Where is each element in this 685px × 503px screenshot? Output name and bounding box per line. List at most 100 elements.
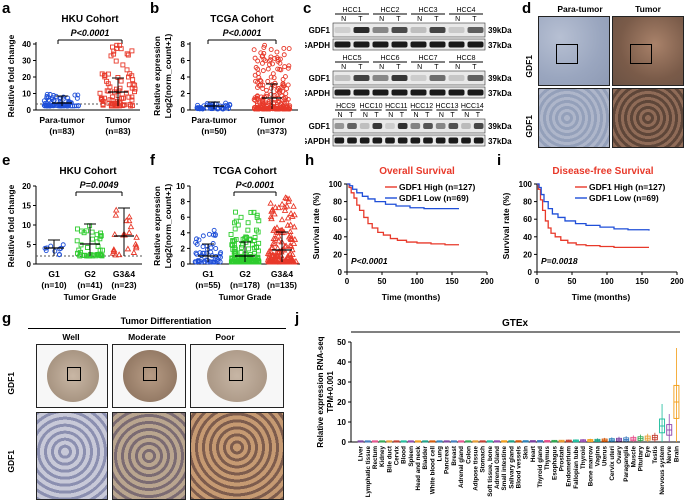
panel-j-gtex-boxplot: GTEx Relative expression RNA-seq TPM+0.0…	[316, 318, 680, 497]
data-point	[232, 245, 238, 251]
gtex-box	[529, 440, 536, 443]
data-point	[288, 235, 296, 242]
ihc-paratumor-high	[538, 88, 610, 148]
data-point	[233, 259, 239, 265]
data-point	[255, 248, 261, 254]
data-point	[287, 210, 295, 216]
panel-g-col-moderate: Moderate	[128, 332, 166, 342]
panel-a-scatter: HKU Cohort P<0.0001 0 10 20 30 40 Relative f…	[6, 14, 140, 136]
panel-letter-d: d	[522, 0, 532, 17]
panel-g-ihc: Tumor Differentiation Well Moderate Poor…	[0, 312, 295, 503]
panel-h-legend-high: GDF1 High (n=127)	[399, 182, 475, 192]
survival-ytick: 80	[333, 198, 342, 207]
panel-d-row1-label: GDF1	[524, 55, 534, 78]
blot-n-label: N	[379, 64, 384, 71]
panel-b-ytick: 0	[181, 106, 186, 115]
blot-t-label: T	[434, 16, 439, 23]
zoom-box-tumor	[630, 44, 652, 64]
data-point	[251, 47, 257, 53]
blot-t-label: T	[425, 112, 430, 119]
data-point	[285, 96, 291, 102]
gtex-tissue-label: Kidney	[379, 446, 386, 467]
gtex-tissue-label: Bladder	[422, 445, 429, 469]
data-point	[78, 228, 84, 234]
data-point	[281, 45, 287, 51]
blot-gdf1-strip	[332, 70, 486, 86]
data-point	[224, 105, 229, 111]
blot-gapdh-strip	[332, 134, 486, 147]
data-point	[259, 103, 265, 109]
panel-e-group1-n: (n=10)	[41, 280, 66, 290]
data-point	[114, 103, 119, 109]
data-point	[290, 240, 298, 247]
panel-f-ytick: 6	[181, 213, 186, 222]
gtex-tissue-label: Testis	[652, 446, 659, 464]
blot-band-gapdh	[347, 137, 357, 144]
data-point	[282, 64, 288, 70]
data-point	[250, 259, 256, 265]
blot-band-gdf1	[391, 75, 408, 81]
ihc-moderate-core	[112, 344, 186, 408]
survival-curve-high	[347, 183, 459, 246]
survival-xtick: 0	[535, 277, 540, 286]
data-point	[260, 82, 266, 88]
data-point	[260, 68, 266, 74]
data-point	[106, 88, 112, 94]
panel-c-western-blot: HCC1NTHCC2NTHCC3NTHCC4NTGDF1GAPDH39kDa37…	[305, 7, 512, 147]
data-point	[275, 204, 283, 211]
data-point	[282, 194, 289, 201]
data-point	[75, 226, 80, 232]
data-point	[45, 94, 51, 100]
blot-band-gapdh	[448, 41, 465, 48]
blot-band-gapdh	[334, 89, 351, 96]
gtex-tissue-label: Liver	[358, 445, 365, 461]
data-point	[287, 231, 294, 238]
data-point	[226, 106, 232, 112]
data-point	[238, 214, 244, 220]
panel-e-xlabel: Tumor Grade	[64, 292, 117, 302]
gtex-ytick: 30	[337, 378, 346, 387]
data-point	[277, 60, 283, 66]
data-point	[270, 71, 276, 77]
panel-i-title: Disease-free Survival	[552, 166, 653, 177]
data-point	[232, 226, 238, 232]
data-point	[270, 61, 275, 67]
gtex-tissue-label: White blood cell	[429, 446, 436, 495]
panel-b-ytick: 8	[181, 40, 186, 49]
data-point	[248, 209, 254, 215]
data-point	[110, 246, 118, 253]
data-point	[129, 48, 135, 54]
panel-f-group2: G2	[239, 269, 251, 279]
gtex-ytick: 40	[337, 358, 346, 367]
data-point	[125, 52, 131, 58]
panel-h-pvalue: P<0.0001	[351, 256, 388, 266]
survival-xtick: 200	[670, 277, 684, 286]
data-point	[70, 103, 75, 109]
data-point	[124, 51, 130, 57]
data-point	[49, 96, 55, 102]
data-point	[286, 242, 294, 248]
data-point	[125, 217, 133, 224]
data-point	[60, 242, 66, 248]
data-point	[245, 220, 251, 226]
blot-band-gdf1	[448, 27, 465, 33]
blot-gapdh-strip	[332, 86, 486, 99]
blot-t-label: T	[349, 112, 354, 119]
blot-sample-label: HCC10	[360, 103, 383, 110]
data-point	[208, 249, 214, 255]
panel-h-xlabel: Time (months)	[382, 292, 441, 302]
survival-ytick: 40	[523, 233, 532, 242]
data-point	[84, 228, 89, 234]
panel-e-ytick: 0	[27, 260, 32, 269]
blot-n-label: N	[341, 64, 346, 71]
blot-gdf1-label: GDF1	[309, 122, 331, 131]
blot-band-gdf1	[353, 27, 370, 33]
data-point	[268, 244, 275, 251]
data-point	[109, 94, 115, 100]
gtex-tissue-label: Blood	[401, 446, 408, 464]
data-point	[251, 237, 257, 243]
data-point	[268, 47, 274, 52]
blot-band-gdf1	[385, 123, 395, 129]
panel-letter-e: e	[2, 152, 11, 169]
gtex-tissue-label: Cervix	[393, 446, 400, 466]
